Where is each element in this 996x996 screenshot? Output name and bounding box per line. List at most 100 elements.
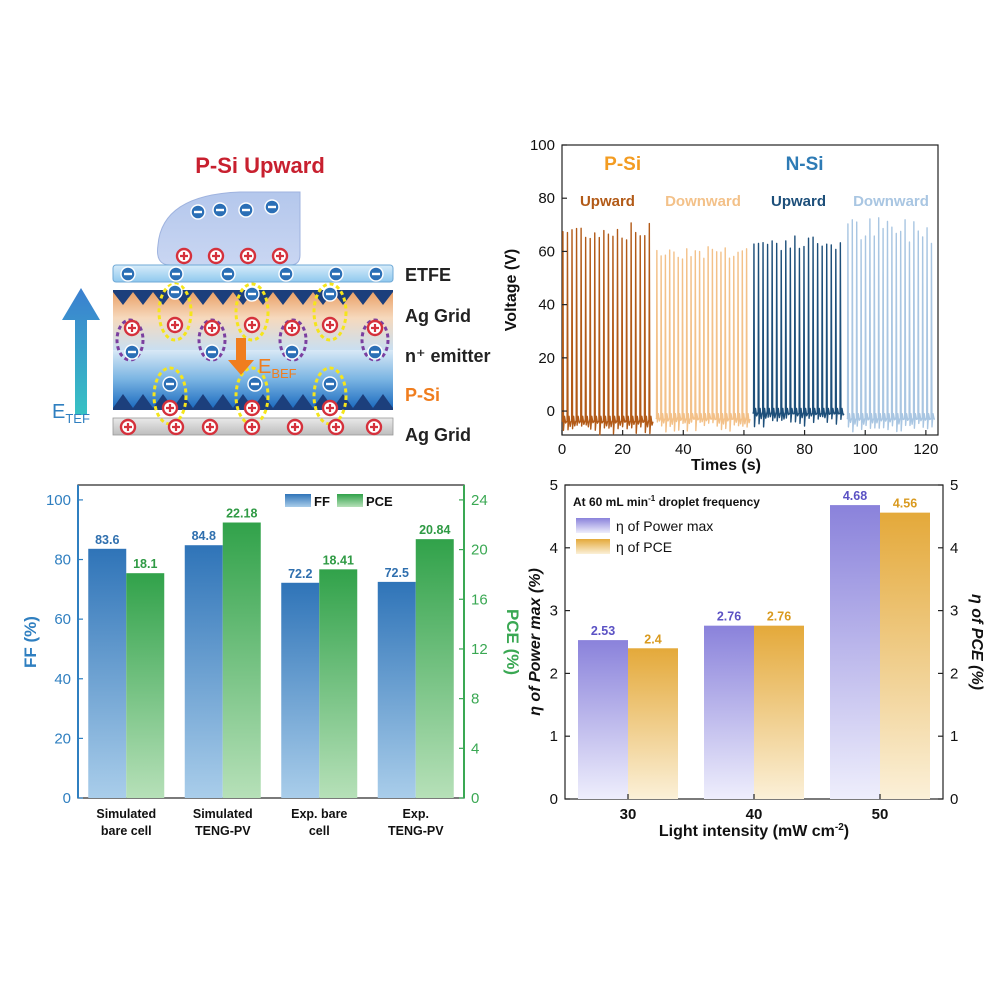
efficiency-bar-1-0 bbox=[628, 648, 678, 799]
etfe-negative-charge bbox=[278, 266, 294, 282]
grid-negative-charge bbox=[244, 286, 260, 302]
ff-tick-label: 0 bbox=[63, 790, 71, 807]
voltage-group-label: P-Si bbox=[604, 154, 641, 175]
efficiency-legend-swatch-1 bbox=[576, 539, 610, 554]
emitter-positive-charge bbox=[123, 319, 141, 337]
bef-label: EBEF bbox=[258, 356, 297, 381]
psi-negative-charge bbox=[247, 376, 263, 392]
voltage-series-label-3: Downward bbox=[853, 193, 929, 210]
bar-value-label: 72.2 bbox=[288, 567, 312, 581]
efficiency-bar-value: 2.76 bbox=[717, 610, 741, 624]
category-label: Exp. bare bbox=[291, 807, 347, 821]
bar-ff-1 bbox=[184, 545, 223, 798]
category-label: cell bbox=[309, 824, 330, 838]
layer-label-psi: P-Si bbox=[405, 385, 440, 405]
tef-arrow bbox=[62, 288, 100, 415]
grid-positive-charge bbox=[286, 418, 304, 436]
bar-value-label: 20.84 bbox=[419, 523, 450, 537]
legend-swatch-pce bbox=[337, 494, 363, 507]
voltage-x-tick-label: 80 bbox=[796, 441, 813, 458]
epce-tick-label: 3 bbox=[950, 603, 958, 620]
epce-tick-label: 0 bbox=[950, 791, 958, 808]
grid-positive-charge bbox=[327, 418, 345, 436]
yellow-dotted-ring bbox=[312, 282, 348, 342]
etfe-negative-charge bbox=[368, 266, 384, 282]
voltage-x-tick-label: 120 bbox=[913, 441, 938, 458]
purple-dotted-ring bbox=[115, 318, 145, 362]
etfe-layer bbox=[112, 264, 394, 283]
grid-positive-charge bbox=[243, 418, 261, 436]
voltage-series-label-2: Upward bbox=[771, 193, 826, 210]
efficiency-legend: η of Power max η of PCE bbox=[576, 518, 713, 555]
bar-pce-3 bbox=[415, 539, 454, 798]
bef-arrow bbox=[228, 338, 254, 375]
grid-negative-charge bbox=[167, 284, 183, 300]
pce-tick-label: 16 bbox=[471, 591, 488, 608]
power-tick-label: 0 bbox=[550, 791, 558, 808]
pce-tick-label: 20 bbox=[471, 542, 488, 559]
ff-pce-bars: 83.6 18.1 Simulated bare cell 84.8 22.18 Simul… bbox=[88, 507, 454, 838]
ff-tick-label: 80 bbox=[54, 552, 71, 569]
pce-axis-label: PCE (%) bbox=[503, 609, 522, 675]
droplet-positive-charge bbox=[239, 247, 257, 265]
ff-pce-legend: FF PCE bbox=[285, 494, 393, 509]
droplet-negative-charge bbox=[212, 202, 228, 218]
bar-pce-1 bbox=[222, 522, 261, 798]
intensity-tick-label: 40 bbox=[746, 806, 763, 823]
droplet-frequency-annotation: At 60 mL min-1 droplet frequency bbox=[573, 494, 760, 509]
tef-label: ETEF bbox=[52, 401, 90, 426]
etfe-negative-charge bbox=[168, 266, 184, 282]
voltage-y-axis-label: Voltage (V) bbox=[503, 249, 520, 331]
voltage-x-tick-label: 20 bbox=[614, 441, 631, 458]
efficiency-chart: 2.53 2.4 30 2.76 2.76 40 4.68 4.56 50 0 0 1 1 2 2 3 3 4 4… bbox=[527, 477, 985, 840]
epce-tick-label: 4 bbox=[950, 540, 958, 557]
efficiency-bar-value: 2.53 bbox=[591, 624, 615, 638]
layer-label-emitter: n⁺ emitter bbox=[405, 346, 491, 366]
pce-efficiency-axis-label: η of PCE (%) bbox=[968, 594, 985, 690]
legend-swatch-ff bbox=[285, 494, 311, 507]
emitter-positive-charge bbox=[243, 316, 261, 334]
voltage-plot-frame bbox=[561, 144, 939, 436]
bar-value-label: 18.1 bbox=[133, 557, 157, 571]
emitter-negative-charge bbox=[204, 344, 220, 360]
emitter-positive-charge bbox=[203, 319, 221, 337]
intensity-tick-label: 30 bbox=[620, 806, 637, 823]
efficiency-legend-swatch-0 bbox=[576, 518, 610, 533]
bar-pce-2 bbox=[319, 569, 358, 798]
light-intensity-axis-label: Light intensity (mW cm-2) bbox=[659, 822, 849, 840]
efficiency-bar-0-1 bbox=[704, 625, 754, 799]
pce-tick-label: 12 bbox=[471, 641, 488, 658]
grid-positive-charge bbox=[167, 418, 185, 436]
efficiency-axes: 0 0 1 1 2 2 3 3 4 4 5 5 bbox=[550, 477, 959, 808]
ff-tick-label: 40 bbox=[54, 671, 71, 688]
yellow-dotted-ring bbox=[157, 282, 193, 342]
droplet-positive-charge bbox=[271, 247, 289, 265]
efficiency-bars: 2.53 2.4 30 2.76 2.76 40 4.68 4.56 50 bbox=[578, 489, 930, 823]
power-max-axis-label: η of Power max (%) bbox=[527, 568, 544, 716]
voltage-trace-3 bbox=[846, 217, 935, 433]
layer-label-ag-grid-bottom: Ag Grid bbox=[405, 425, 471, 445]
voltage-series-label-0: Upward bbox=[580, 193, 635, 210]
layer-charges bbox=[115, 266, 390, 436]
bar-value-label: 84.8 bbox=[192, 529, 216, 543]
pce-tick-label: 24 bbox=[471, 492, 488, 509]
emitter-negative-charge bbox=[284, 344, 300, 360]
voltage-group-label: N-Si bbox=[786, 154, 824, 175]
voltage-series-labels: P-Si N-Si Upward Downward Upward Downward bbox=[580, 154, 929, 210]
efficiency-legend-label-1: η of PCE bbox=[616, 539, 672, 555]
epce-tick-label: 5 bbox=[950, 477, 958, 494]
voltage-y-tick-label: 80 bbox=[538, 190, 555, 207]
device-schematic: P-Si Upward EBEF ETEF ETFE Ag Grid n⁺ em… bbox=[52, 153, 491, 445]
category-label: bare cell bbox=[101, 824, 152, 838]
category-label: TENG-PV bbox=[195, 824, 251, 838]
voltage-y-tick-label: 20 bbox=[538, 350, 555, 367]
pce-tick-label: 4 bbox=[471, 740, 479, 757]
category-label: Simulated bbox=[193, 807, 253, 821]
droplet-charges bbox=[175, 199, 289, 265]
ff-pce-chart: 83.6 18.1 Simulated bare cell 84.8 22.18 Simul… bbox=[21, 484, 522, 838]
voltage-traces bbox=[561, 217, 935, 436]
efficiency-legend-label-0: η of Power max bbox=[616, 518, 713, 534]
bar-value-label: 83.6 bbox=[95, 533, 119, 547]
bar-value-label: 72.5 bbox=[385, 566, 409, 580]
efficiency-bar-value: 4.56 bbox=[893, 497, 917, 511]
